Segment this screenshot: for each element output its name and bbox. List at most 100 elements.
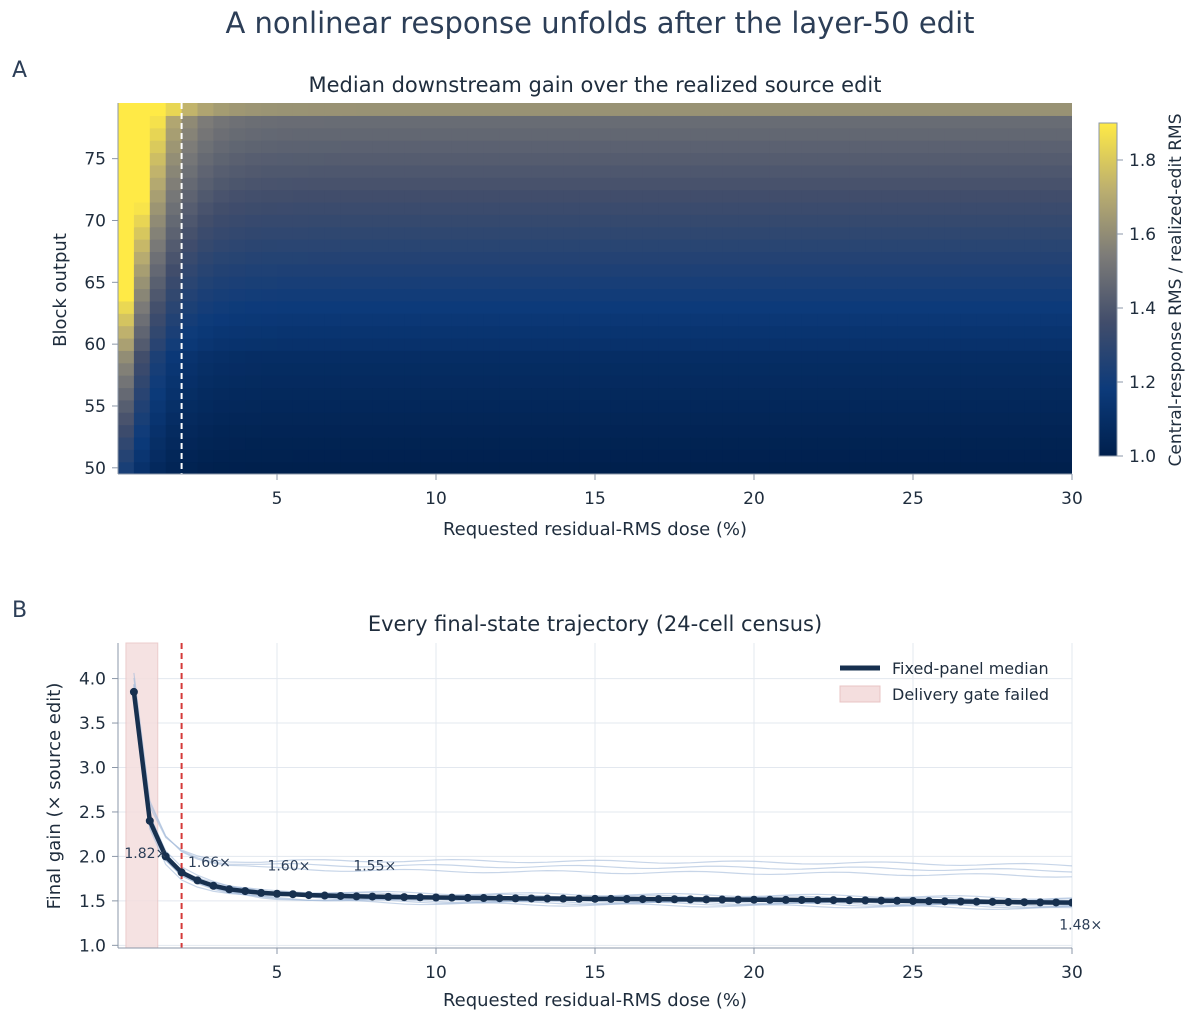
heatmap-cell bbox=[467, 214, 485, 228]
heatmap-cell bbox=[245, 251, 262, 265]
heatmap-cell bbox=[277, 115, 294, 129]
heatmap-cell bbox=[960, 276, 978, 290]
heatmap-cell bbox=[372, 399, 389, 413]
heatmap-cell bbox=[849, 313, 866, 327]
heatmap-cell bbox=[944, 103, 962, 116]
heatmap-cell bbox=[992, 300, 1009, 314]
heatmap-cell bbox=[277, 412, 294, 426]
heatmap-cell bbox=[706, 140, 723, 154]
y-tick-label: 75 bbox=[84, 150, 106, 170]
heatmap-cell bbox=[738, 164, 755, 178]
heatmap-cell bbox=[849, 239, 866, 252]
heatmap-cell bbox=[754, 226, 771, 240]
heatmap-cell bbox=[308, 103, 326, 116]
heatmap-cell bbox=[483, 214, 501, 228]
heatmap-cell bbox=[483, 140, 501, 154]
heatmap-cell bbox=[261, 263, 278, 277]
heatmap-cell bbox=[976, 276, 994, 290]
heatmap-cell bbox=[833, 436, 850, 450]
heatmap-cell bbox=[754, 152, 771, 166]
heatmap-cell bbox=[865, 177, 882, 191]
heatmap-cell bbox=[897, 201, 914, 215]
heatmap-cell bbox=[372, 189, 389, 203]
heatmap-cell bbox=[133, 325, 151, 339]
heatmap-cell bbox=[483, 424, 501, 438]
heatmap-cell bbox=[245, 239, 262, 252]
heatmap-cell bbox=[579, 300, 596, 314]
heatmap-cell bbox=[133, 251, 151, 265]
heatmap-cell bbox=[642, 399, 660, 413]
heatmap-cell bbox=[531, 375, 548, 389]
heatmap-cell bbox=[706, 387, 723, 401]
heatmap-cell bbox=[133, 201, 151, 215]
heatmap-cell bbox=[738, 103, 755, 116]
heatmap-cell bbox=[706, 263, 723, 277]
heatmap-cell bbox=[165, 424, 183, 438]
heatmap-cell bbox=[388, 177, 405, 191]
heatmap-cell bbox=[881, 127, 898, 141]
heatmap-cell bbox=[1056, 103, 1072, 116]
heatmap-cell bbox=[881, 449, 898, 463]
heatmap-cell bbox=[928, 127, 946, 141]
heatmap-cell bbox=[340, 276, 358, 290]
heatmap-cell bbox=[913, 337, 930, 351]
heatmap-cell bbox=[467, 140, 485, 154]
heatmap-cell bbox=[976, 387, 994, 401]
heatmap-cell bbox=[547, 127, 564, 141]
heatmap-cell bbox=[913, 412, 930, 426]
heatmap-cell bbox=[388, 362, 405, 376]
heatmap-cell bbox=[436, 375, 453, 389]
heatmap-cell bbox=[833, 337, 850, 351]
heatmap-cell bbox=[785, 300, 803, 314]
heatmap-cell bbox=[865, 189, 882, 203]
heatmap-cell bbox=[292, 313, 310, 327]
heatmap-cell bbox=[595, 350, 612, 364]
heatmap-cell bbox=[213, 387, 230, 401]
heatmap-cell bbox=[340, 177, 358, 191]
heatmap-cell bbox=[277, 214, 294, 228]
heatmap-cell bbox=[690, 103, 707, 116]
heatmap-cell bbox=[436, 103, 453, 116]
heatmap-cell bbox=[388, 226, 405, 240]
heatmap-cell bbox=[1040, 115, 1057, 129]
heatmap-cell bbox=[467, 251, 485, 265]
heatmap-cell bbox=[245, 164, 262, 178]
heatmap-cell bbox=[133, 115, 151, 129]
heatmap-cell bbox=[642, 115, 660, 129]
heatmap-cell bbox=[913, 239, 930, 252]
heatmap-cell bbox=[754, 412, 771, 426]
heatmap-cell bbox=[849, 337, 866, 351]
heatmap-cell bbox=[515, 337, 532, 351]
heatmap-cell bbox=[515, 115, 532, 129]
heatmap-cell bbox=[388, 263, 405, 277]
heatmap-cell bbox=[913, 288, 930, 302]
heatmap-cell bbox=[658, 140, 676, 154]
heatmap-cell bbox=[865, 424, 882, 438]
heatmap-cell bbox=[467, 226, 485, 240]
heatmap-cell bbox=[118, 313, 135, 327]
heatmap-cell bbox=[467, 201, 485, 215]
heatmap-cell bbox=[722, 325, 739, 339]
heatmap-cell bbox=[436, 226, 453, 240]
heatmap-cell bbox=[261, 325, 278, 339]
heatmap-cell bbox=[674, 449, 691, 463]
heatmap-cell bbox=[960, 214, 978, 228]
heatmap-cell bbox=[626, 177, 644, 191]
x-tick-label: 25 bbox=[902, 963, 924, 983]
heatmap-cell bbox=[738, 350, 755, 364]
heatmap-cell bbox=[801, 313, 819, 327]
heatmap-cell bbox=[595, 251, 612, 265]
heatmap-cell bbox=[579, 362, 596, 376]
heatmap-cell bbox=[547, 251, 564, 265]
heatmap-cell bbox=[483, 436, 501, 450]
x-tick-label: 25 bbox=[902, 489, 924, 509]
heatmap-cell bbox=[1040, 251, 1057, 265]
heatmap-cell bbox=[690, 424, 707, 438]
heatmap-cell bbox=[960, 399, 978, 413]
heatmap-cell bbox=[1056, 226, 1072, 240]
heatmap-cell bbox=[722, 127, 739, 141]
heatmap-cell bbox=[133, 375, 151, 389]
heatmap-cell bbox=[642, 350, 660, 364]
heatmap-cell bbox=[118, 251, 135, 265]
heatmap-cell bbox=[245, 140, 262, 154]
